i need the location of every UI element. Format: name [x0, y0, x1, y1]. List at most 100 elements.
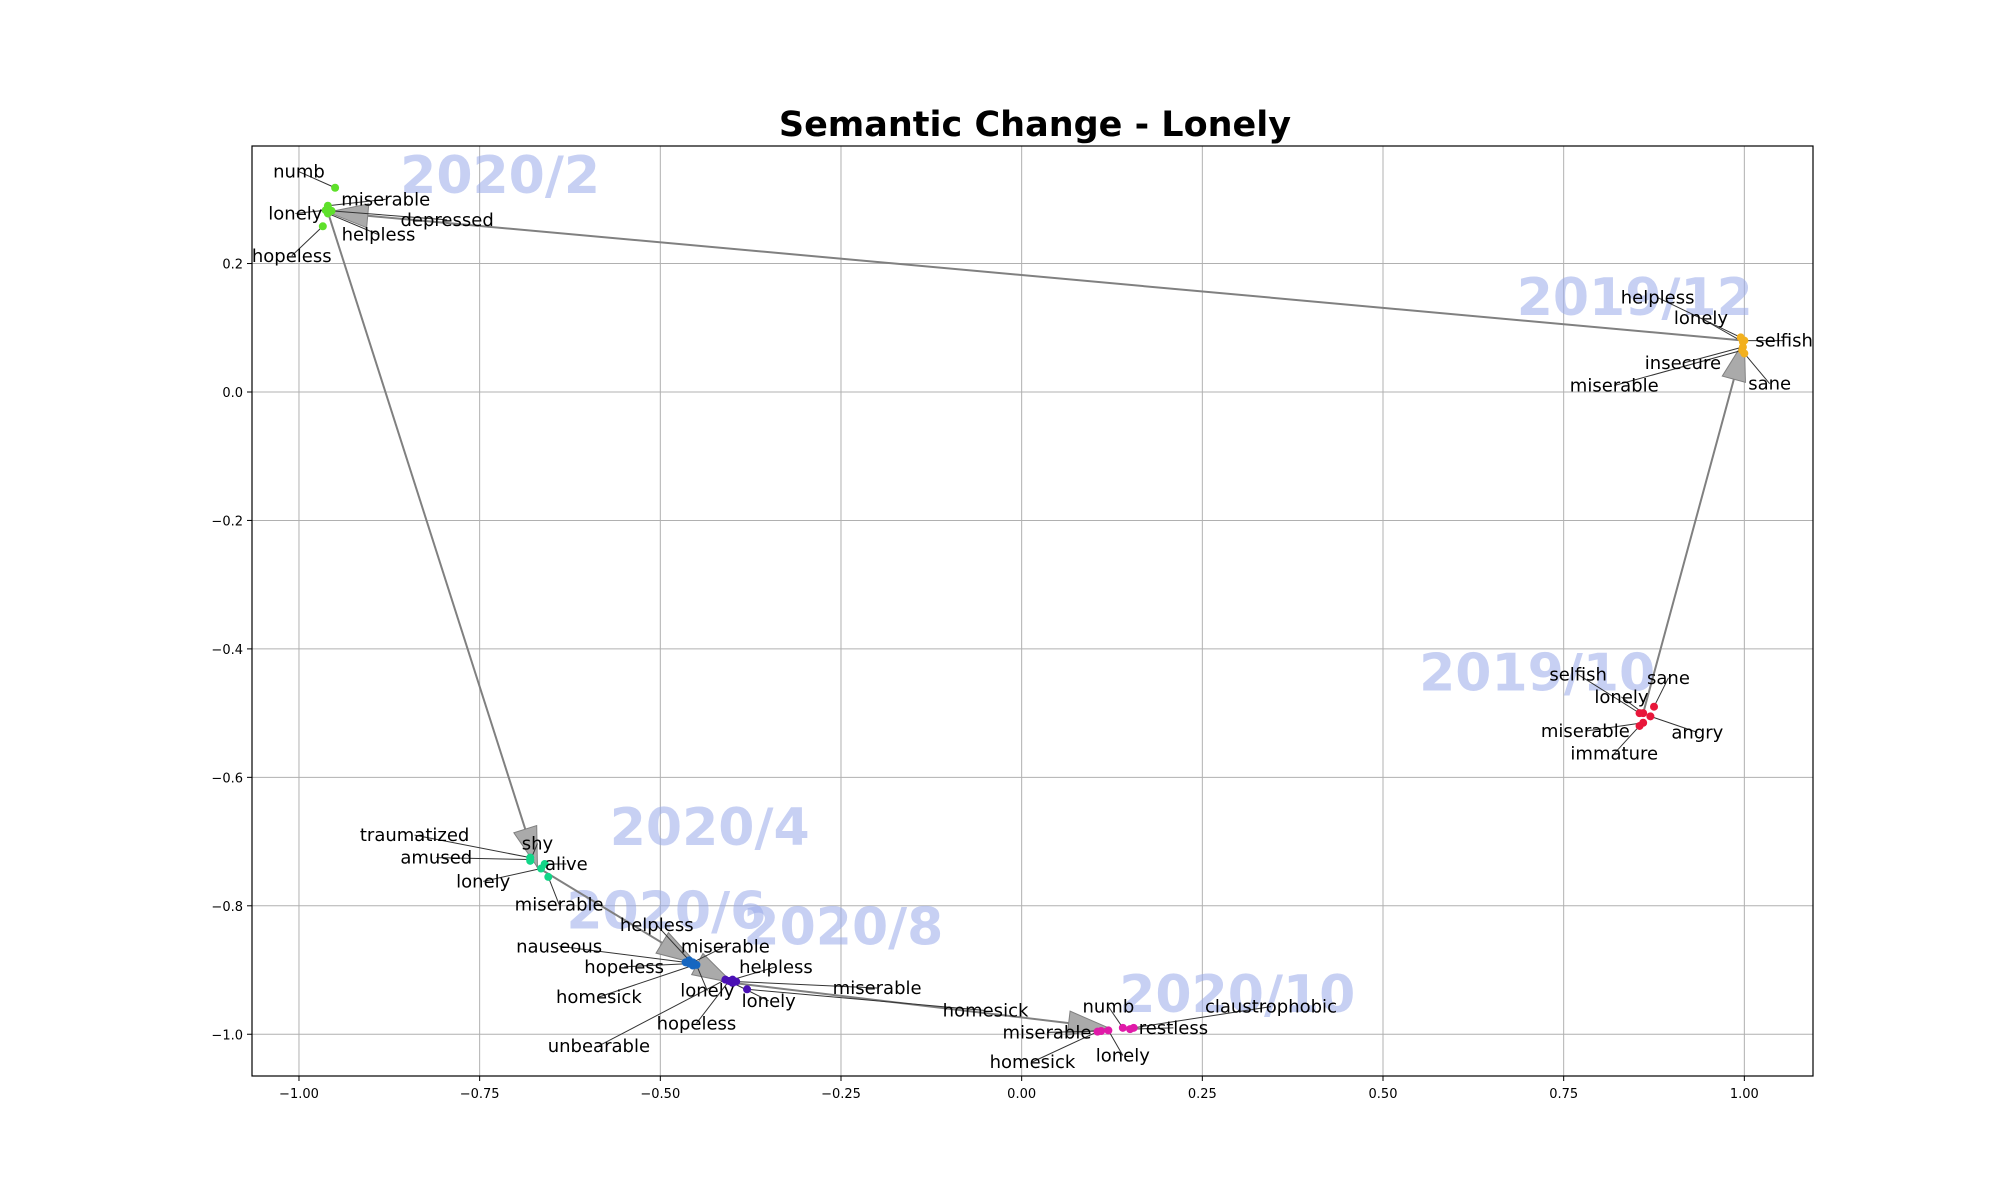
word-leader-line	[598, 965, 693, 998]
chart-title: Semantic Change - Lonely	[779, 105, 1291, 145]
word-leader-line	[1657, 297, 1741, 338]
word-leader-line	[327, 198, 386, 207]
word-point	[1650, 702, 1659, 711]
word-label: sane	[1647, 668, 1690, 689]
word-label: helpless	[1621, 288, 1695, 309]
word-label: lonely	[1096, 1045, 1150, 1066]
period-label: 2020/2	[400, 146, 600, 206]
word-label: selfish	[1755, 331, 1813, 352]
word-label: claustrophobic	[1205, 997, 1337, 1018]
word-label: amused	[400, 848, 472, 869]
word-leader-line	[1614, 349, 1743, 387]
word-leader-line	[736, 981, 878, 989]
word-label: miserable	[1541, 721, 1630, 742]
word-label: miserable	[681, 936, 770, 957]
word-label: restless	[1139, 1018, 1208, 1039]
y-tick-label: 0.0	[222, 386, 243, 401]
word-label: lonely	[742, 991, 796, 1012]
trajectory-arrowhead	[655, 931, 698, 965]
period-label: 2020/10	[1119, 965, 1355, 1025]
y-tick-label: 0.2	[222, 258, 243, 273]
word-leader-line	[1107, 1006, 1124, 1029]
word-label: helpless	[620, 915, 694, 936]
word-label: lonely	[268, 203, 322, 224]
word-leader-line	[696, 980, 730, 1024]
word-point	[1740, 349, 1749, 358]
word-label: helpless	[342, 225, 416, 246]
y-tick-label: −0.2	[211, 514, 243, 529]
word-leader-line	[746, 988, 986, 1011]
word-point	[743, 985, 752, 994]
word-leader-line	[547, 876, 560, 905]
word-leader-line	[1032, 1031, 1098, 1063]
word-label: miserable	[515, 895, 604, 916]
word-leader-line	[1046, 1030, 1102, 1033]
x-tick-label: 1.00	[1730, 1087, 1759, 1102]
trajectory-arrowhead	[326, 203, 370, 229]
x-tick-label: 0.00	[1007, 1087, 1036, 1102]
word-label: numb	[273, 162, 325, 183]
word-leader-line	[1613, 725, 1640, 754]
leader-lines	[291, 171, 1785, 1063]
word-point	[721, 975, 730, 984]
word-point	[331, 183, 340, 192]
word-leader-line	[656, 924, 690, 961]
word-label: lonely	[680, 981, 734, 1002]
word-leader-line	[1653, 677, 1669, 707]
word-points	[318, 183, 1749, 1036]
period-label: 2019/10	[1419, 644, 1655, 704]
word-label: selfish	[1549, 665, 1607, 686]
word-leader-line	[327, 212, 379, 236]
plot-frame	[251, 145, 1814, 1077]
word-leader-line	[692, 945, 726, 963]
word-point	[318, 222, 327, 231]
period-label: 2020/4	[610, 798, 810, 858]
word-leader-line	[695, 964, 708, 991]
word-leader-line	[732, 966, 777, 981]
word-label: numb	[1082, 997, 1134, 1018]
word-leader-line	[598, 979, 726, 1047]
word-label: depressed	[400, 210, 493, 231]
word-point	[544, 872, 553, 881]
trajectory-segment	[327, 211, 1745, 342]
word-point	[1646, 712, 1655, 721]
y-tick-label: −1.0	[211, 1028, 243, 1043]
word-label: lonely	[456, 871, 510, 892]
word-label: insecure	[1645, 353, 1721, 374]
word-leader-line	[1133, 1006, 1272, 1029]
word-point	[1104, 1026, 1113, 1035]
word-leader-line	[1743, 353, 1771, 384]
word-label: lonely	[1674, 308, 1728, 329]
word-leader-line	[1577, 674, 1640, 714]
grid	[252, 146, 1813, 1076]
word-label: hopeless	[584, 957, 664, 978]
word-label: angry	[1671, 722, 1723, 743]
word-label: traumatized	[360, 825, 469, 846]
word-label: hopeless	[252, 246, 332, 267]
word-leader-line	[1585, 722, 1644, 732]
axis-ticks: −1.00 −0.75 −0.50 −0.25 0.00 0.25 0.50 0.75 1.00…	[211, 258, 1758, 1102]
trajectory	[326, 203, 1746, 1036]
word-leader-line	[1682, 346, 1744, 364]
word-leader-line	[436, 857, 531, 861]
y-tick-label: −0.4	[211, 643, 243, 658]
x-tick-label: −0.50	[640, 1087, 680, 1102]
trajectory-segment	[1642, 340, 1746, 714]
word-leader-line	[414, 834, 531, 859]
word-point	[692, 960, 701, 969]
word-point	[537, 864, 546, 873]
word-label: miserable	[1002, 1022, 1091, 1043]
word-label: helpless	[739, 957, 813, 978]
word-leader-line	[298, 171, 336, 189]
word-label: miserable	[1570, 376, 1659, 397]
word-point	[1635, 721, 1644, 730]
word-label: shy	[522, 834, 554, 855]
word-point	[1118, 1023, 1127, 1032]
period-label: 2020/8	[743, 897, 943, 957]
word-leader-line	[624, 963, 690, 968]
word-labels: selfishlonelysaneangrymiserableimmatureh…	[252, 162, 1813, 1073]
word-label: miserable	[341, 189, 430, 210]
x-tick-label: 0.50	[1369, 1087, 1398, 1102]
word-leader-line	[732, 982, 769, 1002]
trajectory-segment	[732, 981, 1109, 1029]
